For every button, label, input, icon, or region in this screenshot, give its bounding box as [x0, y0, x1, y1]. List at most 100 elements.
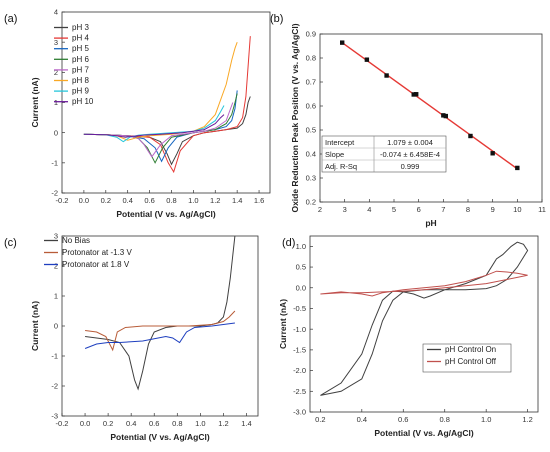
x-tick-label: 0.4 [357, 415, 367, 424]
panel-1: 2 3 4 5 6 7 8 9 10 11 0.2 0.3 0.4 0.5 0.6 0.7 0.8 0.9 pH Ox… [270, 13, 546, 228]
y-tick-label: -1.5 [293, 345, 306, 354]
legend: No Bias Protonator at -1.3 V Protonator at… [44, 236, 132, 269]
x-tick-label: 0.4 [122, 196, 132, 205]
series-line-ph-3 [83, 96, 251, 166]
y-axis-label: Current (nA) [30, 77, 40, 127]
panel-label: (d) [282, 237, 295, 249]
legend-entry: pH 5 [72, 44, 89, 53]
fit-table-value: 0.999 [401, 162, 420, 171]
series-line-ph-control-on [320, 241, 529, 396]
panel-0: -0.2 0.0 0.2 0.4 0.6 0.8 1.0 1.2 1.4 1.6 -2 -1 0 1 2 3 4… [4, 8, 271, 219]
data-point [411, 92, 416, 97]
x-tick-label: 1.2 [210, 196, 220, 205]
series-line-protonator-at-1-8-v [84, 322, 235, 349]
y-tick-label: -2.5 [293, 387, 306, 396]
y-tick-label: -2 [51, 189, 58, 198]
series-line-ph-8 [83, 42, 238, 141]
fit-table: Intercept 1.079 ± 0.004 Slope -0.074 ± 6.45… [321, 135, 447, 173]
x-axis-label: Potential (V vs. Ag/AgCl) [110, 432, 210, 442]
y-tick-label: 1.0 [296, 242, 306, 251]
y-tick-label: 0.7 [306, 78, 316, 87]
legend-entry: pH Control Off [445, 357, 497, 366]
fit-line [341, 42, 518, 170]
series-line-ph-4 [83, 36, 251, 174]
x-tick-label: 0.4 [126, 419, 136, 428]
legend-entry: Protonator at -1.3 V [62, 248, 132, 257]
x-tick-label: 0.6 [144, 196, 154, 205]
x-tick-label: 4 [367, 205, 371, 214]
legend-box [422, 343, 512, 373]
x-tick-label: 6 [417, 205, 421, 214]
x-tick-label: 0.0 [80, 419, 90, 428]
y-axis-label: Oxide Reduction Peak Position (V vs. Ag/… [290, 23, 300, 212]
x-tick-label: 5 [392, 205, 396, 214]
legend-entry: pH Control On [445, 345, 496, 354]
x-axis-label: Potential (V vs. Ag/AgCl) [116, 209, 216, 219]
fit-table-value: 1.079 ± 0.004 [387, 138, 433, 147]
y-tick-label: -1 [51, 158, 58, 167]
y-tick-label: -1.0 [293, 325, 306, 334]
x-tick-label: 1.4 [241, 419, 251, 428]
x-tick-label: 1.0 [195, 419, 205, 428]
series-line-ph-control-off [320, 270, 528, 297]
y-tick-label: 0.9 [306, 30, 316, 39]
fit-table-key: Intercept [325, 138, 355, 147]
x-tick-label: 1.0 [481, 415, 491, 424]
data-point [515, 165, 520, 171]
legend-entry: pH 9 [72, 87, 89, 96]
x-tick-label: 10 [513, 205, 521, 214]
x-tick-label: -0.2 [56, 419, 69, 428]
fit-table-value: -0.074 ± 6.458E-4 [380, 150, 440, 159]
y-tick-label: 0 [54, 128, 58, 137]
data-point [490, 151, 495, 156]
x-tick-label: 1.2 [522, 415, 532, 424]
legend-entry: pH 6 [72, 55, 89, 64]
fit-table-key: Slope [325, 150, 344, 159]
legend-entry: pH 10 [72, 97, 94, 106]
x-tick-label: 3 [343, 205, 347, 214]
x-tick-label: 2 [318, 205, 322, 214]
y-tick-label: 0.8 [306, 54, 316, 63]
data-point [364, 57, 370, 62]
y-tick-label: 0.5 [306, 126, 316, 135]
series-line-ph-10 [83, 114, 225, 138]
plot-frame [319, 33, 543, 203]
panel-label: (c) [4, 237, 17, 249]
panel-3: 0.2 0.4 0.6 0.8 1.0 1.2 -3.0 -2.5 -2.0 -1.5 -1.0 -0… [278, 235, 539, 438]
data-point [443, 113, 448, 119]
y-tick-label: 1 [54, 98, 58, 107]
y-tick-label: 2 [54, 262, 58, 271]
panel-label: (a) [4, 13, 17, 25]
x-tick-label: 0.8 [166, 196, 176, 205]
x-tick-label: 1.4 [232, 196, 242, 205]
fit-table-box [321, 135, 447, 173]
legend-entry: No Bias [62, 236, 90, 245]
legend-entry: pH 7 [72, 65, 89, 74]
x-tick-label: 0.2 [103, 419, 113, 428]
x-tick-label: 9 [491, 205, 495, 214]
legend-entry: pH 8 [72, 76, 89, 85]
y-tick-label: 2 [54, 68, 58, 77]
y-tick-label: 0.4 [306, 150, 316, 159]
series-line-protonator-at-1-3-v [85, 310, 236, 352]
x-tick-label: 7 [441, 205, 445, 214]
y-tick-label: -2.0 [293, 366, 306, 375]
y-tick-label: 3 [54, 38, 58, 47]
plot-frame [309, 235, 539, 413]
data-point [468, 133, 473, 139]
x-tick-label: 0.2 [315, 415, 325, 424]
legend: pH 3 pH 4pH 5 pH 6pH 7 pH 8 pH 9pH 10 [54, 23, 94, 106]
x-tick-label: 1.6 [254, 196, 264, 205]
legend-entry: pH 3 [72, 23, 89, 32]
x-tick-label: 0.6 [149, 419, 159, 428]
series-line-ph-5 [83, 90, 238, 163]
x-axis-label: pH [425, 218, 436, 228]
series-line-ph-9 [83, 105, 225, 143]
x-tick-label: 11 [538, 205, 546, 214]
data-point [340, 40, 345, 45]
x-tick-label: 1.0 [188, 196, 198, 205]
legend: pH Control On pH Control Off [422, 343, 512, 373]
y-tick-label: -1 [51, 352, 58, 361]
x-tick-label: -0.2 [56, 196, 69, 205]
